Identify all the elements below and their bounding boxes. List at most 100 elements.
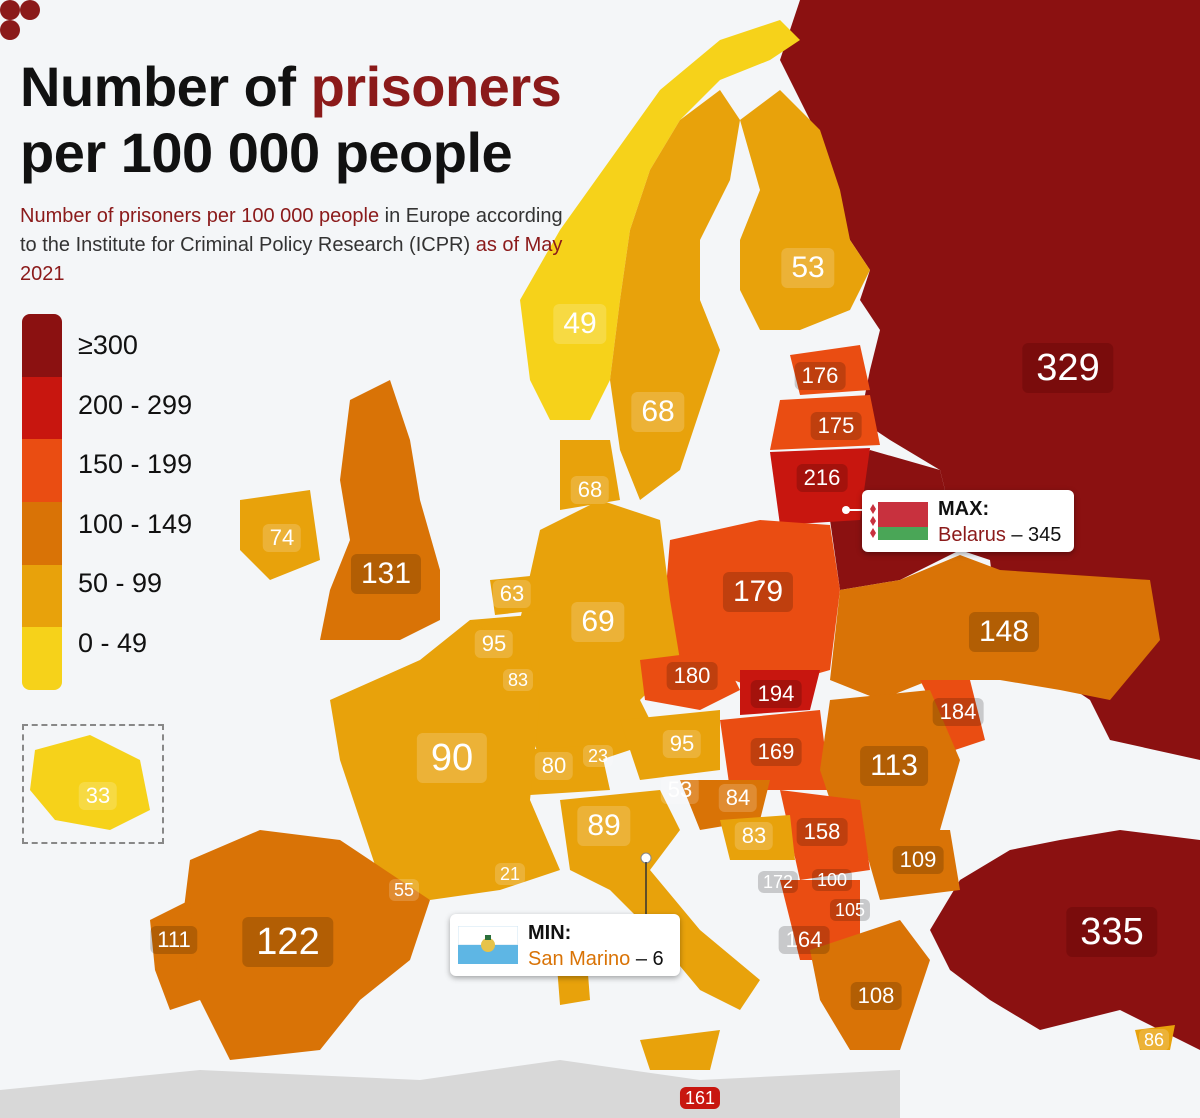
legend-label: 150 - 199 [78,449,193,480]
value-spain: 122 [242,917,334,967]
value-malta: 161 [679,1087,721,1109]
legend-label: 200 - 299 [78,389,193,420]
region-norway [520,20,800,420]
san-marino-flag-icon [458,926,518,964]
value-albania: 164 [778,926,830,954]
max-country-name: Belarus [938,524,1006,546]
value-romania: 113 [860,746,928,786]
region-hungary [720,710,830,790]
value-switzerland: 80 [534,752,574,780]
value-lithuania: 216 [796,464,848,492]
iceland-inset-frame [22,724,164,844]
region-netherlands [490,575,540,615]
value-cyprus: 86 [1138,1029,1170,1051]
min-country-name: San Marino [528,948,631,970]
region-sweden [610,90,740,500]
region-romania [820,690,960,830]
value-ireland: 74 [262,524,302,552]
region-ukraine [830,555,1160,700]
legend-swatch [22,439,62,502]
region-poland [665,520,840,690]
region-switzerland [520,745,610,795]
region-france [330,620,560,900]
region-estonia [790,345,870,395]
region-sicily [640,1030,720,1070]
region-serbia [780,790,870,880]
value-latvia: 175 [810,412,862,440]
value-greece: 108 [850,982,902,1010]
region-italy [560,790,760,1010]
value-denmark: 68 [570,476,610,504]
region-finland [740,90,870,330]
value-czechia: 180 [666,662,718,690]
region-lithuania [770,448,870,525]
legend-swatch [22,501,62,565]
value-moldova: 184 [932,698,984,726]
region-africa [0,1060,900,1118]
value-finland: 53 [781,248,835,288]
belarus-flag-icon [868,502,928,540]
legend-swatch [22,314,62,377]
region-uk [320,380,440,640]
min-label: MIN: [528,922,572,944]
value-netherlands: 63 [492,580,532,608]
legend-label: ≥300 [78,330,138,360]
value-uk: 131 [350,554,422,594]
value-turkey: 335 [1066,907,1158,957]
min-country-value: – 6 [635,948,664,970]
value-sweden: 68 [631,392,685,432]
value-hungary: 169 [750,738,802,766]
value-norway: 49 [553,304,607,344]
value-kosovo: 100 [811,869,853,891]
value-portugal: 111 [150,926,198,954]
region-spain [180,830,430,1060]
value-germany: 69 [571,602,625,642]
value-ukraine: 148 [968,612,1040,652]
min-pointer [640,852,652,916]
legend-swatch [22,627,62,690]
value-slovakia: 194 [750,680,802,708]
value-slovenia: 53 [660,776,700,804]
value-bulgaria: 109 [892,846,944,874]
legend-swatch [22,564,62,628]
region-denmark [560,440,620,510]
region-turkey [930,830,1200,1050]
value-bosnia: 83 [734,822,774,850]
region-bosnia [720,815,795,860]
value-russia: 329 [1022,343,1114,393]
legend-label: 50 - 99 [78,568,163,599]
legend-swatch [22,376,62,440]
value-france: 90 [416,733,488,783]
value-poland: 179 [722,572,794,612]
region-iceland [30,735,150,830]
max-callout: MAX: Belarus – 345 [862,490,1074,552]
value-austria: 95 [662,730,702,758]
legend-label: 100 - 149 [78,508,193,539]
max-country-value: – 345 [1011,524,1062,546]
value-italy: 89 [577,806,631,846]
region-czechia [640,650,740,710]
value-liechtenstein: 23 [582,745,614,767]
region-russia [780,0,1200,760]
legend-color-bar [22,314,62,690]
value-estonia: 176 [794,362,846,390]
region-austria [620,710,720,780]
region-latvia [770,395,880,450]
region-greece [810,920,930,1050]
value-north-macedonia: 105 [829,899,871,921]
value-montenegro: 172 [757,871,799,893]
region-portugal [150,900,200,1010]
legend-label: 0 - 49 [78,628,148,658]
region-slovakia [740,670,820,715]
region-moldova [920,680,985,750]
region-croatia [680,780,770,830]
page-title: Number of prisoners per 100 000 people [20,55,562,184]
region-cyprus [1135,1025,1175,1050]
value-luxembourg: 83 [502,669,534,691]
region-germany [520,500,680,760]
region-ireland [240,490,320,580]
max-label: MAX: [938,498,990,520]
value-iceland: 33 [78,782,118,810]
region-bulgaria [860,830,960,900]
